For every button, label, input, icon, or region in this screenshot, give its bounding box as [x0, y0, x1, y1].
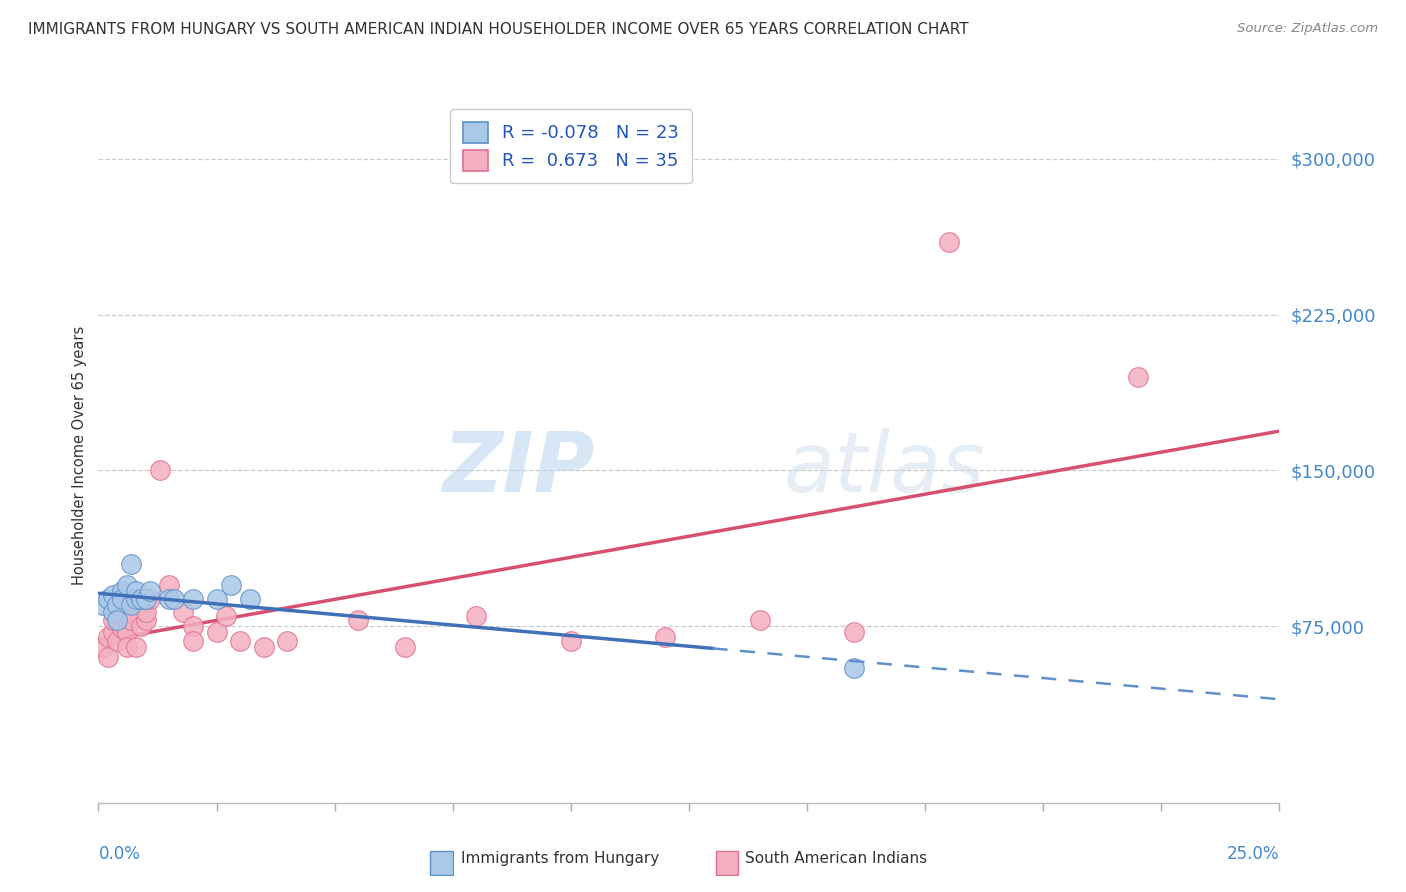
Point [97, 592, 120, 607]
Point [844, 661, 866, 675]
Point [654, 630, 676, 644]
Text: IMMIGRANTS FROM HUNGARY VS SOUTH AMERICAN INDIAN HOUSEHOLDER INCOME OVER 65 YEAR: IMMIGRANTS FROM HUNGARY VS SOUTH AMERICA… [28, 22, 969, 37]
Point [560, 633, 582, 648]
Point [157, 592, 180, 607]
Point [181, 633, 204, 648]
Point [172, 605, 194, 619]
Point [149, 463, 172, 477]
Point [101, 605, 124, 619]
Point [121, 599, 143, 613]
Point [105, 599, 128, 613]
Point [181, 592, 204, 607]
Point [748, 613, 770, 627]
Text: 25.0%: 25.0% [1227, 845, 1279, 863]
Point [157, 578, 180, 592]
Point [125, 640, 148, 654]
Point [205, 592, 228, 607]
Point [111, 621, 134, 635]
Text: Source: ZipAtlas.com: Source: ZipAtlas.com [1237, 22, 1378, 36]
Point [276, 633, 298, 648]
Point [125, 584, 148, 599]
Point [101, 613, 124, 627]
Point [465, 608, 488, 623]
Point [163, 592, 186, 607]
Text: South American Indians: South American Indians [745, 852, 928, 866]
Point [91, 599, 114, 613]
Point [111, 592, 134, 607]
Point [219, 578, 242, 592]
Point [115, 625, 138, 640]
Point [91, 640, 114, 654]
Point [101, 588, 124, 602]
Text: ZIP: ZIP [441, 428, 595, 509]
Text: Immigrants from Hungary: Immigrants from Hungary [461, 852, 659, 866]
Point [347, 613, 370, 627]
Point [129, 592, 152, 607]
Point [229, 633, 252, 648]
Point [121, 557, 143, 571]
Point [135, 592, 157, 607]
Point [239, 592, 262, 607]
Point [121, 613, 143, 627]
Point [105, 633, 128, 648]
Point [253, 640, 276, 654]
Point [105, 613, 128, 627]
Point [1126, 370, 1149, 384]
Point [97, 630, 120, 644]
Point [135, 613, 157, 627]
Point [181, 619, 204, 633]
Legend: R = -0.078   N = 23, R =  0.673   N = 35: R = -0.078 N = 23, R = 0.673 N = 35 [450, 109, 692, 184]
Point [115, 640, 138, 654]
Point [97, 650, 120, 665]
Point [115, 578, 138, 592]
Point [129, 619, 152, 633]
Point [215, 608, 238, 623]
Point [844, 625, 866, 640]
Point [394, 640, 416, 654]
Point [111, 584, 134, 599]
Text: atlas: atlas [783, 428, 986, 509]
Point [938, 235, 960, 249]
Text: 0.0%: 0.0% [98, 845, 141, 863]
Point [139, 592, 162, 607]
Y-axis label: Householder Income Over 65 years: Householder Income Over 65 years [72, 326, 87, 584]
Point [139, 584, 162, 599]
Point [111, 608, 134, 623]
Point [125, 592, 148, 607]
Point [135, 605, 157, 619]
Point [205, 625, 228, 640]
Point [101, 625, 124, 640]
